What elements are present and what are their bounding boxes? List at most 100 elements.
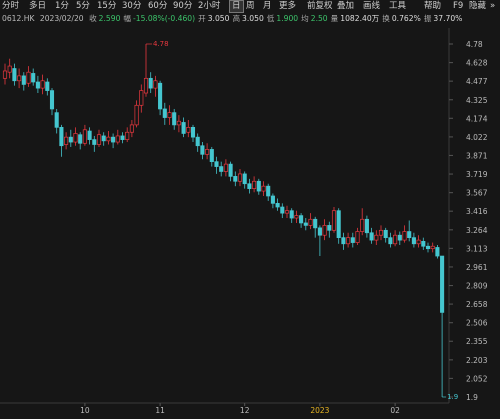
candle-body [12, 68, 17, 82]
candle-body [92, 139, 97, 145]
tool-button[interactable]: F9 [453, 1, 464, 11]
tool-button[interactable]: 前复权 [307, 1, 333, 11]
period-tab[interactable]: 60分 [148, 1, 168, 11]
candle-body [162, 108, 167, 118]
field-value: 2.590 [98, 14, 121, 23]
candle-body [176, 120, 181, 126]
candle-body [317, 227, 322, 236]
candle-body [383, 229, 388, 239]
field-value: 0.762% [391, 14, 421, 23]
period-tab[interactable]: 日 [229, 0, 244, 13]
candle-body [327, 225, 332, 231]
candle-body [21, 75, 26, 85]
y-tick-label: 2.961 [466, 263, 488, 272]
period-tab[interactable]: 1分 [55, 1, 69, 11]
candle-body [190, 126, 196, 138]
field-label: 量 [330, 14, 339, 23]
candle-body [280, 206, 285, 214]
candle-body [256, 180, 261, 192]
y-tick-label: 3.871 [466, 151, 488, 160]
candle-body [73, 133, 78, 143]
candle-body [195, 136, 200, 147]
candle-body [261, 185, 266, 192]
period-tab[interactable]: 2小时 [198, 1, 221, 11]
candle-body [421, 240, 426, 247]
y-tick-label: 2.203 [466, 356, 488, 365]
candle-body [299, 215, 304, 224]
candle-body [322, 225, 327, 236]
candle-body [303, 222, 308, 226]
candle-body [407, 231, 412, 239]
field-label: 振 [423, 14, 432, 23]
candle-body [360, 218, 365, 232]
candle-body [270, 195, 275, 204]
candle-body [153, 80, 158, 89]
candle-body [350, 237, 355, 243]
candle-body [440, 255, 445, 313]
candle-body [219, 166, 224, 172]
candle-body [148, 77, 153, 89]
candle-body [35, 81, 40, 89]
x-tick-label: 2023 [310, 406, 329, 415]
period-tab[interactable]: 5分 [76, 1, 90, 11]
chevron-icon[interactable]: » [490, 1, 496, 11]
x-tick-label: 12 [240, 406, 250, 415]
candle-body [393, 234, 398, 245]
candle-body [374, 234, 379, 241]
candle-body [125, 131, 130, 140]
candle-body [425, 245, 431, 250]
period-tab[interactable]: 更多 [279, 1, 297, 11]
candle-body [369, 232, 374, 241]
y-tick-label: 2.809 [466, 282, 488, 291]
candle-body [139, 90, 144, 106]
period-tab[interactable]: 90分 [173, 1, 193, 11]
y-tick-label: 3.567 [466, 189, 488, 198]
candle-body [247, 183, 252, 189]
y-tick-label: 4.022 [466, 133, 488, 142]
candle-body [129, 124, 134, 133]
y-tick-label: 2.052 [466, 374, 488, 383]
period-tab[interactable]: 分时 [2, 1, 20, 11]
y-tick-label: 3.264 [466, 226, 488, 235]
x-tick-label: 11 [155, 406, 165, 415]
field-label: 均 [301, 14, 309, 23]
candle-body [355, 231, 360, 243]
tool-button[interactable]: 叠加 [337, 1, 355, 11]
candle-body [228, 163, 233, 177]
candle-body [45, 81, 50, 91]
candle-body [87, 130, 92, 140]
candle-body [101, 135, 106, 142]
candle-body [308, 218, 313, 226]
field-label: 低 [266, 14, 275, 23]
period-tab[interactable]: 15分 [97, 1, 117, 11]
candle-body [26, 71, 31, 84]
candle-body [209, 149, 214, 163]
period-tab[interactable]: 月 [263, 1, 272, 11]
period-tab[interactable]: 周 [246, 1, 255, 11]
min-label: 1.9 [447, 393, 458, 401]
candle-body [40, 80, 45, 89]
candle-body [435, 247, 440, 257]
candle-body [106, 136, 111, 142]
tool-button[interactable]: 帮助 [424, 1, 442, 11]
candle-body [364, 218, 369, 234]
candle-body [82, 129, 87, 144]
candle-body [115, 135, 120, 143]
tool-button[interactable]: 隐藏 [469, 1, 487, 11]
y-tick-label: 1.9 [466, 393, 478, 402]
tool-button[interactable]: 工具 [389, 1, 407, 11]
candle-body [68, 136, 73, 143]
y-tick-label: 2.506 [466, 319, 488, 328]
field-label: 高 [232, 14, 241, 23]
candle-body [214, 161, 219, 167]
candle-body [7, 65, 12, 73]
tool-button[interactable]: 画线 [363, 1, 381, 11]
period-tab[interactable]: 多日 [29, 1, 47, 11]
candle-body [186, 126, 191, 133]
y-tick-label: 2.658 [466, 300, 488, 309]
candle-body [266, 185, 271, 197]
period-tab[interactable]: 30分 [122, 1, 142, 11]
field-label: 收 [89, 14, 97, 23]
